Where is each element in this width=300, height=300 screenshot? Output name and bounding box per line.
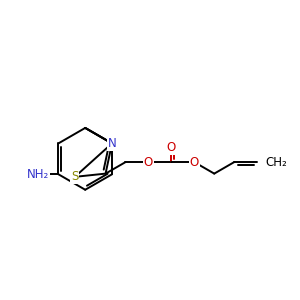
Text: O: O (144, 156, 153, 169)
Text: NH₂: NH₂ (27, 168, 49, 181)
Text: N: N (108, 137, 116, 150)
Text: S: S (71, 170, 79, 183)
Text: O: O (167, 141, 176, 154)
Text: CH₂: CH₂ (265, 156, 287, 169)
Text: O: O (190, 156, 199, 169)
